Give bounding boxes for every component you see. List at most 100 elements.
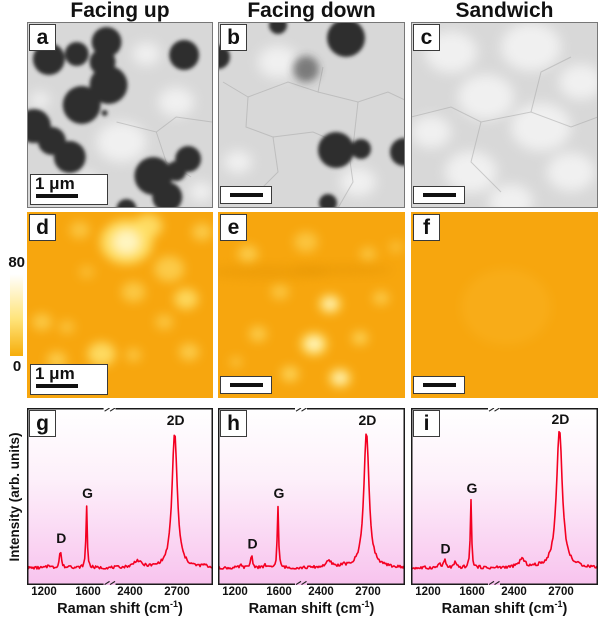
x-tick-label: 1600	[75, 586, 101, 598]
x-tick-label: 2700	[355, 586, 381, 598]
x-axis-label: Raman shift (cm-1)	[27, 599, 213, 621]
afm-panel-e: e	[218, 212, 405, 398]
sem-image	[218, 22, 405, 208]
scale-bar-box: 1 μm	[30, 174, 108, 205]
panel-letter-f: f	[413, 214, 440, 241]
x-tick-label: 1600	[266, 586, 292, 598]
x-axis-label-close: )	[562, 600, 568, 617]
sem-panel-b: b	[218, 22, 405, 208]
sem-grain-lines	[411, 56, 598, 193]
sem-fuzzy-particles	[293, 56, 319, 82]
afm-bright-patches	[31, 214, 213, 369]
peak-label-G: G	[82, 485, 93, 501]
x-ticks-g: 1200 1600 2400 2700	[27, 586, 213, 600]
x-axis-label: Raman shift (cm-1)	[411, 599, 598, 621]
x-tick-label: 1200	[31, 586, 57, 598]
scale-bar-box	[413, 376, 465, 394]
colorbar-max-label: 80	[8, 254, 25, 271]
panel-letter-a: a	[29, 24, 56, 51]
x-tick-label: 1200	[415, 586, 441, 598]
afm-map	[218, 212, 405, 398]
raman-spectrum: D G 2D	[411, 408, 598, 585]
sem-particles	[27, 27, 202, 208]
x-ticks-i: 1200 1600 2400 2700	[411, 586, 598, 600]
peak-label-2D: 2D	[551, 411, 569, 427]
sem-panel-c: c	[411, 22, 598, 208]
scale-bar-box	[413, 186, 465, 204]
axis-break-icon	[295, 583, 307, 585]
x-tick-label: 2400	[501, 586, 527, 598]
x-axis-label-text: Raman shift (cm	[57, 600, 170, 617]
peak-label-2D: 2D	[167, 412, 185, 428]
panel-letter-g: g	[29, 410, 56, 437]
x-tick-label: 2400	[117, 586, 143, 598]
colorbar-min-label: 0	[12, 358, 22, 375]
x-axis-label-close: )	[369, 600, 375, 617]
raman-spectrum: D G 2D	[27, 408, 213, 585]
column-title-facing-down: Facing down	[247, 0, 376, 22]
scale-bar-line	[229, 193, 263, 197]
x-axis-label-sup: -1	[554, 599, 563, 609]
column-title-sandwich: Sandwich	[455, 0, 554, 22]
scale-bar-line	[36, 194, 78, 198]
y-axis-label: Intensity (arb. units)	[7, 432, 22, 562]
x-tick-label: 2700	[548, 586, 574, 598]
panel-letter-i: i	[413, 410, 440, 437]
scale-bar-line	[422, 193, 456, 197]
peak-label-D: D	[247, 535, 257, 551]
peak-label-D: D	[440, 540, 450, 556]
raman-curve	[411, 430, 598, 570]
axis-break-icon	[103, 583, 116, 585]
x-tick-label: 1200	[222, 586, 248, 598]
peak-label-G: G	[466, 480, 477, 496]
x-axis-label: Raman shift (cm-1)	[218, 599, 405, 621]
scale-bar-box	[220, 376, 272, 394]
column-title-facing-up: Facing up	[70, 0, 170, 22]
axis-break-icon	[488, 583, 500, 585]
scale-bar-label: 1 μm	[35, 174, 75, 193]
spectrum-panel-g: g D G 2D	[27, 408, 213, 585]
x-axis-label-sup: -1	[169, 599, 178, 609]
axis-break-icon	[295, 408, 307, 411]
scale-bar-line	[229, 383, 263, 387]
afm-map	[27, 212, 213, 398]
scale-bar-line	[36, 384, 78, 388]
x-axis-label-text: Raman shift (cm	[441, 600, 555, 617]
peak-label-D: D	[56, 530, 66, 546]
scale-bar-label: 1 μm	[35, 364, 75, 383]
afm-panel-d: d 1 μm	[27, 212, 213, 398]
panel-letter-d: d	[29, 214, 56, 241]
panel-letter-e: e	[220, 214, 247, 241]
sem-bright-patches	[29, 42, 213, 202]
sem-particles	[218, 22, 405, 208]
peak-label-2D: 2D	[358, 412, 376, 428]
x-tick-label: 2700	[164, 586, 190, 598]
axis-break-icon	[488, 408, 500, 411]
x-axis-label-sup: -1	[361, 599, 370, 609]
axis-break-icon	[103, 408, 116, 411]
sem-panel-a: a 1 μm	[27, 22, 213, 208]
sem-bright-patches	[224, 46, 376, 197]
afm-bright-patches	[461, 268, 551, 346]
raman-curve	[218, 433, 405, 570]
raman-curve	[27, 434, 213, 570]
peak-label-G: G	[273, 485, 284, 501]
x-ticks-h: 1200 1600 2400 2700	[218, 586, 405, 600]
x-tick-label: 1600	[459, 586, 485, 598]
afm-bright-patches	[230, 231, 403, 388]
scale-bar-line	[422, 383, 456, 387]
x-tick-label: 2400	[308, 586, 334, 598]
panel-letter-b: b	[220, 24, 247, 51]
spectrum-panel-i: i D G 2D	[411, 408, 598, 585]
afm-map	[411, 212, 598, 398]
sem-image	[411, 22, 598, 208]
sem-image	[27, 22, 213, 208]
scale-bar-box: 1 μm	[30, 364, 108, 395]
colorbar	[10, 274, 23, 356]
afm-panel-f: f	[411, 212, 598, 398]
raman-spectrum: D G 2D	[218, 408, 405, 585]
spectrum-panel-h: h D G 2D	[218, 408, 405, 585]
scale-bar-box	[220, 186, 272, 204]
panel-letter-h: h	[220, 410, 247, 437]
